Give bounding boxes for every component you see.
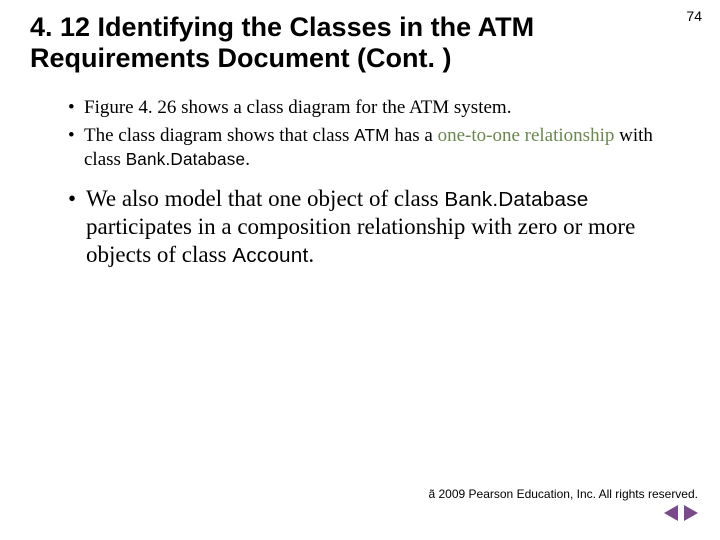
code-bankdatabase: Bank.Database [126,150,246,169]
bullet-text: participates in a composition relationsh… [86,214,635,267]
bullet-text: The class diagram shows that class [84,125,354,146]
code-atm: ATM [354,126,389,145]
next-arrow-icon[interactable] [684,505,698,521]
highlight-relationship: one-to-one relationship [438,125,615,146]
bullet-item-3: We also model that one object of class B… [68,185,688,268]
bullet-text: Figure 4. 26 shows a class diagram for t… [84,97,511,118]
bullet-text: has a [390,125,438,146]
bullet-text: . [245,149,250,170]
slide: 74 4. 12 Identifying the Classes in the … [0,0,720,540]
bullet-item-1: Figure 4. 26 shows a class diagram for t… [68,96,688,120]
bullet-item-2: The class diagram shows that class ATM h… [68,124,688,172]
slide-title: 4. 12 Identifying the Classes in the ATM… [30,12,630,74]
page-number: 74 [686,8,702,24]
prev-arrow-icon[interactable] [664,505,678,521]
bullet-text: We also model that one object of class [86,186,444,211]
nav-controls [664,505,698,521]
code-bankdatabase: Bank.Database [444,188,588,211]
copyright-text: ã 2009 Pearson Education, Inc. All right… [22,487,698,501]
bullet-list: Figure 4. 26 shows a class diagram for t… [68,96,688,269]
slide-footer: ã 2009 Pearson Education, Inc. All right… [22,487,698,526]
bullet-text: . [308,242,314,267]
code-account: Account [232,244,308,267]
